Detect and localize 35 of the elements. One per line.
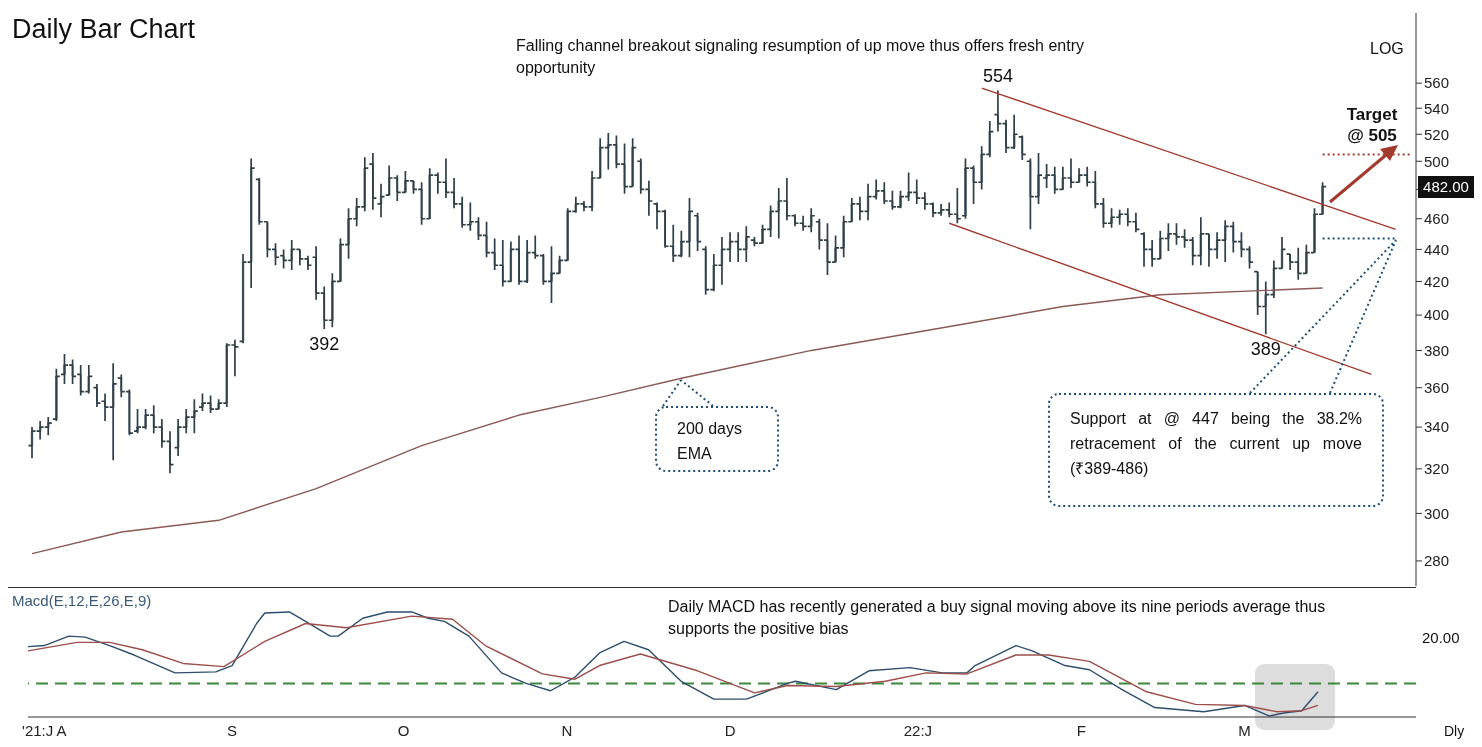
x-tick-label: F [1076,721,1086,739]
y-tick-label: 440 [1424,240,1450,258]
y-tick-label: 400 [1424,306,1450,324]
y-tick-label: 320 [1424,460,1450,478]
text: Dly [1444,722,1465,741]
x-tick-label: S [227,721,238,739]
annotation: Daily MACD has recently generated a buy signal moving above its nine periods average thus supports the positive bias [668,597,1327,639]
annotation: 389 [1249,339,1282,360]
annotation: 200 days EMA [655,406,779,472]
x-tick-label: D [724,721,736,739]
annotation: Support at @ 447 being the 38.2% retracement of the current up move (₹389-486) [1048,393,1384,507]
annotation: LOG [1370,39,1404,59]
y-tick-label: 300 [1424,504,1450,522]
y-tick-label: 280 [1424,552,1450,570]
y-tick-label: 360 [1424,379,1450,397]
y-tick-label: 460 [1424,210,1450,228]
y-tick-label: 340 [1424,418,1450,436]
x-tick-label: O [397,721,410,739]
annotation: 554 [981,65,1014,86]
x-tick-label: N [561,721,573,739]
ref-line-label: Target @ 505 [1345,104,1399,147]
chart-title: Macd(E,12,E,26,E,9) [12,592,152,609]
y-tick-label: 520 [1424,125,1450,143]
x-tick-label: 22:J [903,721,933,739]
text: 482.00 [1418,176,1474,198]
y-tick-label: 540 [1424,99,1450,117]
annotation: 392 [308,334,341,354]
x-tick-label: '21:J A [22,721,67,739]
y-tick-label: 380 [1424,341,1450,359]
y-tick-label: 500 [1424,152,1450,170]
y-tick-label: 420 [1424,272,1450,290]
x-tick-label: M [1238,721,1251,739]
text: 20.00 [1422,628,1460,648]
y-tick-label: 560 [1424,74,1450,92]
chart-title: Daily Bar Chart [12,14,196,45]
